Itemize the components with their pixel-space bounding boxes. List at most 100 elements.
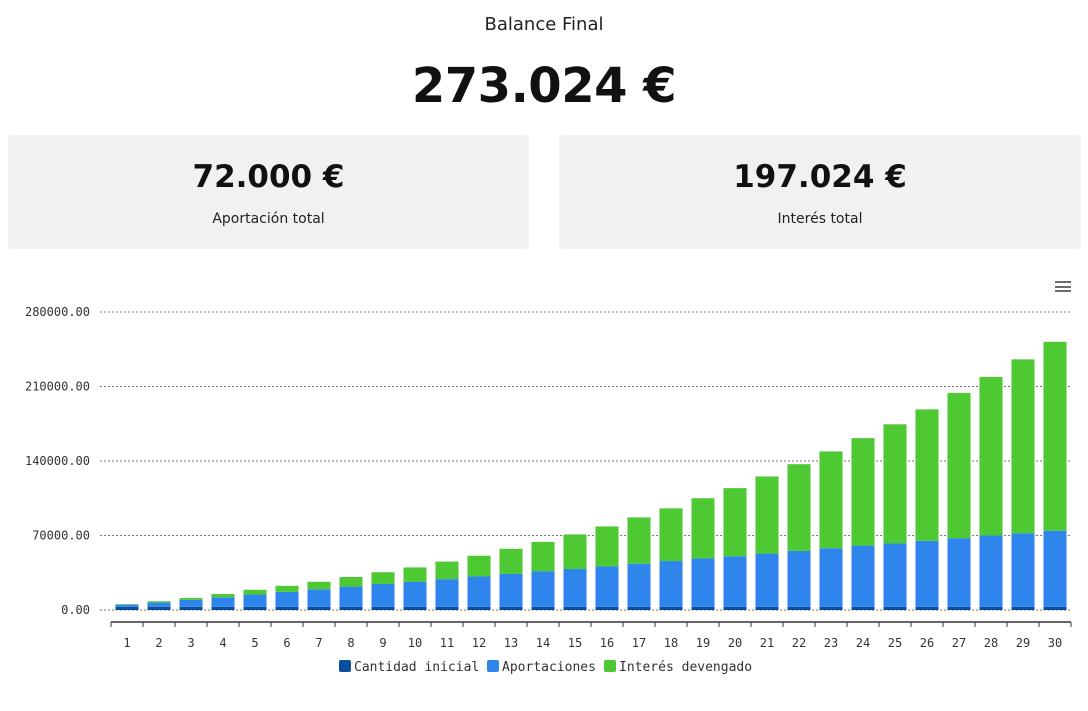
bar-contributions[interactable] — [339, 586, 363, 607]
bar-contributions[interactable] — [1011, 533, 1035, 607]
bar-initial[interactable] — [371, 606, 395, 610]
bar-interest[interactable] — [851, 438, 875, 546]
bar-interest[interactable] — [1011, 359, 1035, 534]
bar-interest[interactable] — [787, 464, 811, 551]
bar-contributions[interactable] — [147, 602, 171, 607]
bar-interest[interactable] — [883, 424, 907, 544]
bar-initial[interactable] — [115, 606, 139, 610]
bar-interest[interactable] — [307, 581, 331, 590]
bar-contributions[interactable] — [691, 558, 715, 607]
bar-contributions[interactable] — [243, 594, 267, 607]
bar-interest[interactable] — [563, 534, 587, 570]
bar-contributions[interactable] — [435, 579, 459, 607]
bar-interest[interactable] — [531, 541, 555, 572]
bar-interest[interactable] — [211, 594, 235, 598]
bar-initial[interactable] — [691, 606, 715, 610]
bar-contributions[interactable] — [371, 583, 395, 607]
bar-contributions[interactable] — [563, 569, 587, 607]
bar-interest[interactable] — [435, 561, 459, 580]
bar-interest[interactable] — [499, 548, 523, 574]
bar-initial[interactable] — [979, 606, 1003, 610]
bar-contributions[interactable] — [979, 535, 1003, 607]
bar-interest[interactable] — [339, 577, 363, 587]
bar-initial[interactable] — [531, 606, 555, 610]
bar-contributions[interactable] — [627, 563, 651, 607]
bar-initial[interactable] — [339, 606, 363, 610]
bar-contributions[interactable] — [403, 581, 427, 607]
chart-menu-icon[interactable] — [1055, 280, 1071, 293]
bar-initial[interactable] — [659, 606, 683, 610]
bar-contributions[interactable] — [883, 543, 907, 607]
bar-interest[interactable] — [371, 572, 395, 584]
bar-initial[interactable] — [467, 606, 491, 610]
bar-initial[interactable] — [147, 606, 171, 610]
bar-contributions[interactable] — [819, 548, 843, 607]
bar-initial[interactable] — [723, 606, 747, 610]
bar-contributions[interactable] — [467, 576, 491, 607]
bar-initial[interactable] — [787, 606, 811, 610]
x-tick-label: 8 — [347, 636, 354, 650]
bar-initial[interactable] — [435, 606, 459, 610]
legend-label[interactable]: Interés devengado — [619, 660, 752, 675]
bar-initial[interactable] — [883, 606, 907, 610]
legend-label[interactable]: Cantidad inicial — [354, 660, 479, 675]
legend-swatch[interactable] — [339, 660, 351, 672]
bar-contributions[interactable] — [659, 561, 683, 607]
bar-interest[interactable] — [659, 508, 683, 562]
bar-contributions[interactable] — [115, 604, 139, 607]
bar-initial[interactable] — [179, 606, 203, 610]
bar-initial[interactable] — [563, 606, 587, 610]
bar-initial[interactable] — [595, 606, 619, 610]
bar-interest[interactable] — [723, 488, 747, 557]
bar-initial[interactable] — [819, 606, 843, 610]
bar-interest[interactable] — [755, 476, 779, 554]
bar-contributions[interactable] — [787, 550, 811, 607]
bar-contributions[interactable] — [915, 540, 939, 607]
bar-interest[interactable] — [915, 409, 939, 541]
bar-initial[interactable] — [1043, 606, 1067, 610]
bar-interest[interactable] — [147, 601, 171, 603]
legend-swatch[interactable] — [604, 660, 616, 672]
legend-label[interactable]: Aportaciones — [502, 660, 596, 675]
x-tick-label: 15 — [568, 636, 582, 650]
bar-initial[interactable] — [851, 606, 875, 610]
bar-initial[interactable] — [243, 606, 267, 610]
bar-interest[interactable] — [691, 498, 715, 559]
bar-initial[interactable] — [755, 606, 779, 610]
bar-interest[interactable] — [819, 451, 843, 549]
bar-contributions[interactable] — [723, 556, 747, 607]
bar-interest[interactable] — [467, 555, 491, 577]
bar-initial[interactable] — [307, 606, 331, 610]
bar-interest[interactable] — [403, 567, 427, 582]
bar-contributions[interactable] — [531, 571, 555, 607]
bar-interest[interactable] — [979, 376, 1003, 536]
legend-swatch[interactable] — [487, 660, 499, 672]
bar-interest[interactable] — [243, 589, 267, 595]
bar-contributions[interactable] — [947, 538, 971, 607]
bar-initial[interactable] — [275, 606, 299, 610]
x-tick-label: 22 — [792, 636, 806, 650]
bar-contributions[interactable] — [595, 566, 619, 607]
bar-interest[interactable] — [275, 585, 299, 592]
bar-interest[interactable] — [179, 597, 203, 600]
bar-contributions[interactable] — [499, 573, 523, 607]
bar-contributions[interactable] — [1043, 530, 1067, 607]
bar-initial[interactable] — [947, 606, 971, 610]
bar-contributions[interactable] — [211, 597, 235, 607]
bar-initial[interactable] — [211, 606, 235, 610]
bar-contributions[interactable] — [851, 545, 875, 607]
bar-interest[interactable] — [627, 517, 651, 564]
bar-initial[interactable] — [915, 606, 939, 610]
bar-initial[interactable] — [627, 606, 651, 610]
bar-interest[interactable] — [947, 392, 971, 539]
bar-contributions[interactable] — [307, 589, 331, 607]
bar-initial[interactable] — [403, 606, 427, 610]
bar-contributions[interactable] — [755, 553, 779, 607]
bar-interest[interactable] — [115, 604, 139, 605]
bar-contributions[interactable] — [275, 591, 299, 607]
bar-interest[interactable] — [595, 526, 619, 567]
bar-interest[interactable] — [1043, 341, 1067, 531]
bar-initial[interactable] — [1011, 606, 1035, 610]
bar-initial[interactable] — [499, 606, 523, 610]
bar-contributions[interactable] — [179, 599, 203, 607]
